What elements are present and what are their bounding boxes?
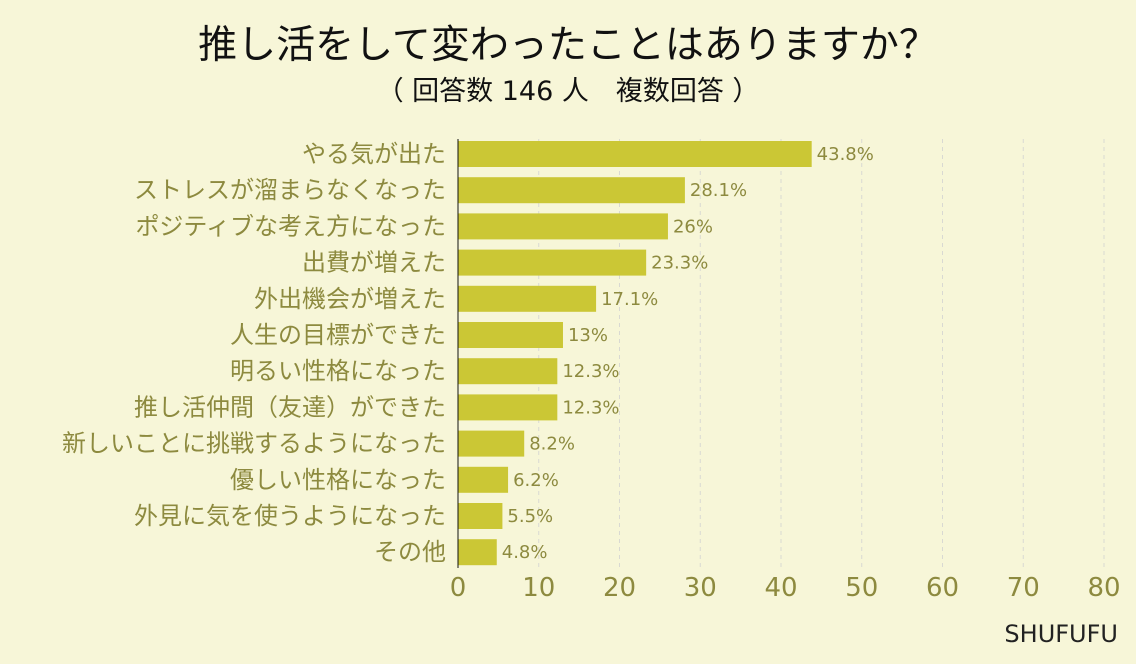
- category-label-6: 明るい性格になった: [230, 357, 446, 385]
- x-tick-label-8: 80: [1087, 573, 1120, 603]
- x-tick-label-0: 0: [450, 573, 467, 603]
- category-label-4: 外出機会が増えた: [254, 285, 446, 313]
- chart-subtitle: （ 回答数 146 人 複数回答 ）: [377, 76, 760, 107]
- category-label-1: ストレスが溜まらなくなった: [134, 176, 446, 204]
- bar-7: [458, 394, 558, 421]
- category-label-8: 新しいことに挑戦するようになった: [62, 430, 446, 458]
- bar-8: [458, 430, 525, 457]
- category-label-2: ポジティブな考え方になった: [135, 212, 446, 240]
- bar-2: [458, 213, 668, 240]
- category-label-11: その他: [374, 538, 446, 566]
- value-label-11: 4.8%: [502, 542, 548, 563]
- brand-logo-text: SHUFUFU: [1004, 620, 1118, 648]
- value-label-0: 43.8%: [817, 144, 874, 165]
- value-label-4: 17.1%: [601, 289, 658, 310]
- category-label-5: 人生の目標ができた: [230, 321, 446, 349]
- bar-3: [458, 249, 647, 276]
- value-label-8: 8.2%: [529, 434, 575, 455]
- value-label-6: 12.3%: [562, 361, 619, 382]
- bar-5: [458, 322, 563, 348]
- x-tick-label-5: 50: [845, 573, 878, 603]
- value-label-2: 26%: [673, 216, 713, 237]
- bar-10: [458, 503, 503, 529]
- bar-11: [458, 539, 497, 566]
- bar-1: [458, 177, 685, 204]
- bar-4: [458, 285, 597, 312]
- category-label-7: 推し活仲間（友達）ができた: [134, 393, 446, 421]
- bar-layer: [458, 141, 812, 566]
- x-tick-label-6: 60: [926, 573, 959, 603]
- bar-9: [458, 466, 509, 493]
- value-label-3: 23.3%: [651, 253, 708, 274]
- category-label-9: 優しい性格になった: [230, 466, 446, 494]
- x-tick-label-2: 20: [603, 573, 636, 603]
- x-tick-label-3: 30: [684, 573, 717, 603]
- x-axis-tick-layer: 0 10 20 30 40 50 60 70 80: [450, 573, 1121, 603]
- x-tick-label-4: 40: [764, 573, 797, 603]
- value-label-9: 6.2%: [513, 470, 559, 491]
- chart-title: 推し活をして変わったことはありますか？: [198, 23, 938, 68]
- category-label-layer: やる気が出たストレスが溜まらなくなったポジティブな考え方になった出費が増えた外出…: [62, 140, 446, 566]
- value-label-1: 28.1%: [690, 180, 747, 201]
- bar-0: [458, 141, 812, 167]
- bar-6: [458, 358, 558, 385]
- value-label-layer: 43.8% 28.1% 26% 23.3% 17.1% 13% 12.3% 12.3% 8.2%…: [502, 144, 874, 563]
- value-label-5: 13%: [568, 325, 608, 346]
- category-label-3: 出費が増えた: [302, 249, 446, 277]
- category-label-10: 外見に気を使うようになった: [134, 502, 446, 530]
- value-label-10: 5.5%: [507, 506, 553, 527]
- x-tick-label-7: 70: [1007, 573, 1040, 603]
- category-label-0: やる気が出た: [302, 140, 446, 168]
- x-tick-label-1: 10: [522, 573, 555, 603]
- value-label-7: 12.3%: [562, 397, 619, 418]
